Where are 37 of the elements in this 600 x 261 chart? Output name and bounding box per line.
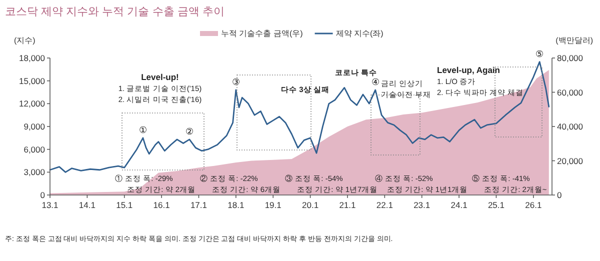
x-tick-label: 13.1 [42, 200, 59, 210]
x-tick-label: 19.1 [264, 200, 282, 210]
y-tick-label: 0 [40, 190, 46, 200]
x-tick-label: 15.1 [116, 200, 133, 210]
x-tick-label: 20.1 [302, 200, 319, 210]
annotation: ① [138, 124, 147, 135]
y2-tick-label: 80,000 [557, 53, 584, 63]
x-tick-label: 24.1 [450, 200, 468, 210]
legend-label: 제약 지수(좌) [336, 29, 384, 38]
x-tick-label: 21.1 [339, 200, 356, 210]
annotation: ⑤ [536, 48, 544, 59]
legend-label: 누적 기술수출 금액(우) [221, 29, 304, 38]
y-tick-label: 3,000 [24, 167, 46, 178]
x-tick-label: 22.1 [376, 200, 394, 210]
x-tick-label: 16.1 [153, 200, 170, 210]
y2-axis-title: (백만달러) [556, 36, 594, 45]
y-axis-title: (지수) [14, 36, 36, 45]
y2-tick-label: 60,000 [557, 87, 584, 98]
x-tick-label: 26.1 [525, 200, 542, 210]
annotation: ③ [232, 76, 240, 87]
x-tick-label: 23.1 [414, 200, 430, 210]
y-tick-label: 6,000 [24, 144, 46, 154]
x-tick-label: 17.1 [190, 200, 208, 210]
x-tick-label: 25.1 [488, 200, 505, 210]
y2-tick-label: 20,000 [557, 156, 584, 166]
y-tick-label: 9,000 [24, 122, 46, 132]
annotation: ④ [371, 76, 380, 87]
chart-title: 코스닥 제약 지수와 누적 기술 수출 금액 추이 [5, 6, 224, 18]
y-tick-label: 12,000 [19, 98, 46, 109]
line-series [49, 61, 550, 173]
annotation: ② [185, 126, 194, 136]
y2-tick-label: 40,000 [557, 122, 584, 132]
y2-tick-label: 0 [557, 190, 562, 200]
y-tick-label: 18,000 [19, 53, 46, 63]
y-tick-label: 15,000 [19, 76, 46, 86]
x-tick-label: 18.1 [228, 200, 244, 210]
x-tick-label: 14.1 [78, 200, 96, 210]
